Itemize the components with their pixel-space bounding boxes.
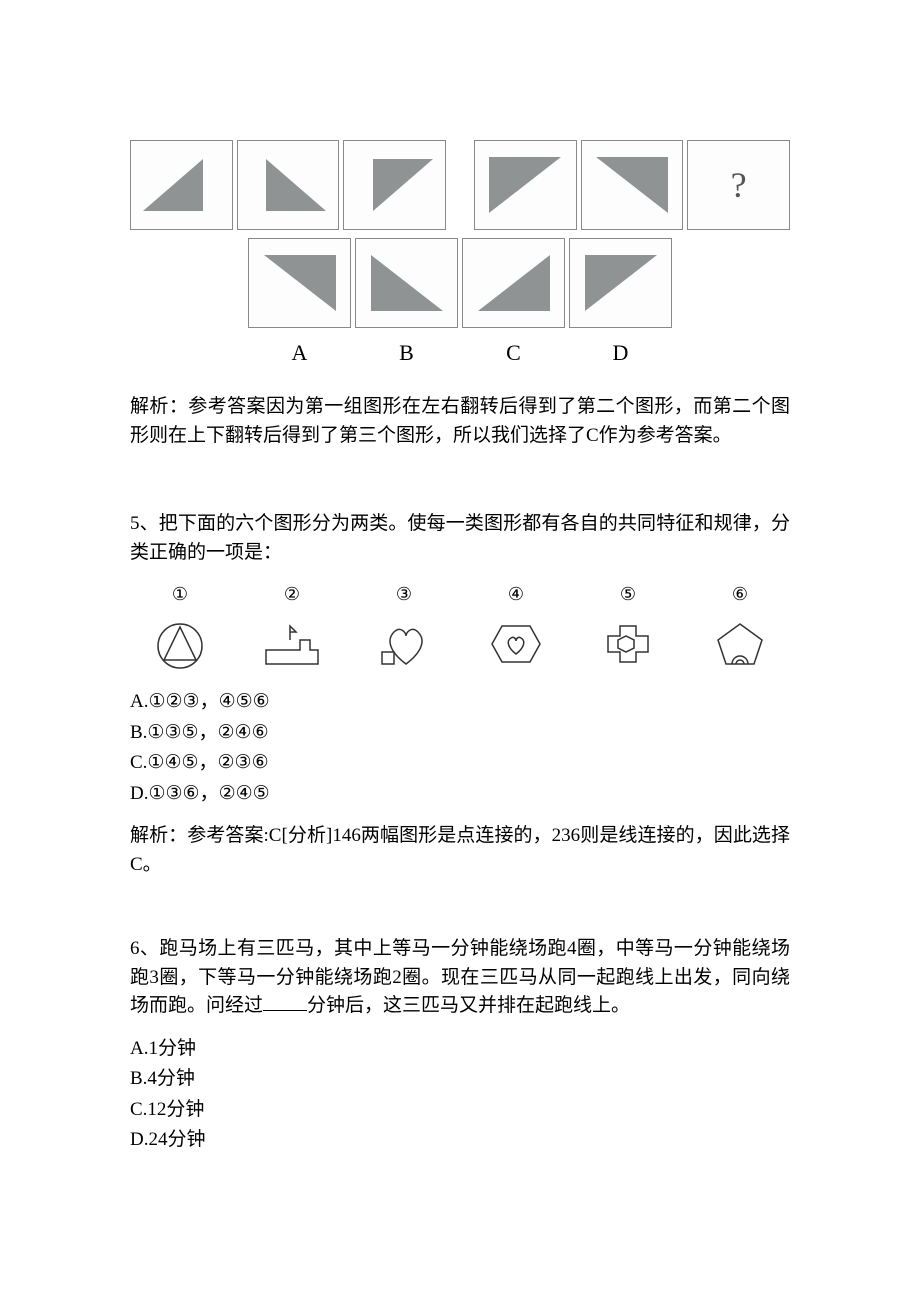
q5-option-C: C.①④⑤，②③⑥ — [130, 749, 790, 778]
q4-tile-5 — [581, 140, 684, 230]
q4-choice-B — [355, 238, 458, 328]
cross-hexagon-icon — [598, 618, 658, 670]
q5-explanation: 解析：参考答案:C[分析]146两幅图形是点连接的，236则是线连接的，因此选择… — [130, 822, 790, 879]
q4-choice-labels: A B C D — [130, 336, 790, 369]
choice-label-D: D — [569, 336, 672, 369]
q4-tile-2 — [237, 140, 340, 230]
q5-num-5: ⑤ — [620, 581, 636, 608]
q5-icon-3: ③ — [364, 581, 444, 670]
q4-tile-question: ? — [687, 140, 790, 230]
q4-tile-1 — [130, 140, 233, 230]
q5-num-6: ⑥ — [732, 581, 748, 608]
q5-icon-1: ① — [140, 581, 220, 670]
q6-option-D: D.24分钟 — [130, 1126, 790, 1155]
q5-num-1: ① — [172, 581, 188, 608]
choice-label-B: B — [355, 336, 458, 369]
q4-tile-4 — [474, 140, 577, 230]
blank-underline — [263, 993, 307, 1011]
q5-icon-5: ⑤ — [588, 581, 668, 670]
ship-icon — [260, 618, 324, 670]
q5-option-B: B.①③⑤，②④⑥ — [130, 719, 790, 748]
q4-choice-A — [248, 238, 351, 328]
q5-num-4: ④ — [508, 581, 524, 608]
q6-block: 6、跑马场上有三匹马，其中上等马一分钟能绕场跑4圈，中等马一分钟能绕场跑3圈，下… — [130, 935, 790, 1155]
q5-stem: 5、把下面的六个图形分为两类。使每一类图形都有各自的共同特征和规律，分类正确的一… — [130, 510, 790, 567]
q4-choice-C — [462, 238, 565, 328]
q4-top-row: ? — [130, 140, 790, 230]
q6-stem-post: 分钟后，这三匹马又并排在起跑线上。 — [307, 995, 630, 1016]
choice-label-C: C — [462, 336, 565, 369]
q6-options: A.1分钟 B.4分钟 C.12分钟 D.24分钟 — [130, 1035, 790, 1155]
q5-option-D: D.①③⑥，②④⑤ — [130, 780, 790, 809]
q4-explanation: 解析：参考答案因为第一组图形在左右翻转后得到了第二个图形，而第二个图形则在上下翻… — [130, 393, 790, 450]
q5-num-3: ③ — [396, 581, 412, 608]
question-mark-icon: ? — [731, 158, 747, 212]
q4-choice-row — [130, 238, 790, 328]
q4-choice-D — [569, 238, 672, 328]
q6-stem: 6、跑马场上有三匹马，其中上等马一分钟能绕场跑4圈，中等马一分钟能绕场跑3圈，下… — [130, 935, 790, 1021]
q5-icons-row: ① ② ③ ④ — [140, 581, 780, 670]
hexagon-heart-icon — [486, 618, 546, 670]
q5-option-A: A.①②③，④⑤⑥ — [130, 688, 790, 717]
q6-option-B: B.4分钟 — [130, 1065, 790, 1094]
page: ? A B C D 解析：参考答案因为第一组图形在左右翻转后得到了第二个图形，而… — [0, 0, 920, 1302]
q4-tile-3 — [343, 140, 446, 230]
circle-triangle-icon — [152, 618, 208, 670]
choice-label-A: A — [248, 336, 351, 369]
q5-icon-4: ④ — [476, 581, 556, 670]
q6-option-A: A.1分钟 — [130, 1035, 790, 1064]
pentagon-arc-icon — [712, 618, 768, 670]
q5-block: 5、把下面的六个图形分为两类。使每一类图形都有各自的共同特征和规律，分类正确的一… — [130, 510, 790, 879]
heart-square-icon — [376, 618, 432, 670]
q4-figure: ? A B C D — [130, 140, 790, 369]
q5-num-2: ② — [284, 581, 300, 608]
q5-icon-6: ⑥ — [700, 581, 780, 670]
q5-options: A.①②③，④⑤⑥ B.①③⑤，②④⑥ C.①④⑤，②③⑥ D.①③⑥，②④⑤ — [130, 688, 790, 808]
q5-icon-2: ② — [252, 581, 332, 670]
q6-option-C: C.12分钟 — [130, 1096, 790, 1125]
